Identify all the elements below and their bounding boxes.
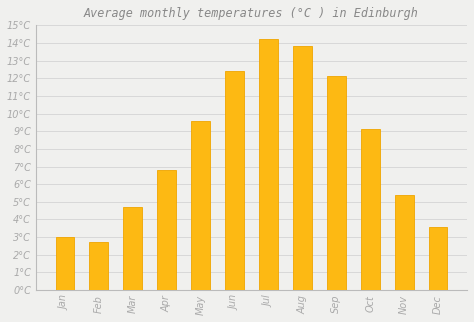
- Bar: [429, 226, 447, 290]
- Bar: [123, 207, 142, 290]
- Bar: [327, 76, 346, 290]
- Bar: [55, 237, 74, 290]
- Bar: [361, 129, 380, 290]
- Bar: [225, 71, 244, 290]
- Title: Average monthly temperatures (°C ) in Edinburgh: Average monthly temperatures (°C ) in Ed…: [84, 7, 419, 20]
- Bar: [293, 46, 312, 290]
- Bar: [90, 242, 108, 290]
- Bar: [395, 195, 413, 290]
- Bar: [259, 39, 278, 290]
- Bar: [191, 121, 210, 290]
- Bar: [157, 170, 176, 290]
